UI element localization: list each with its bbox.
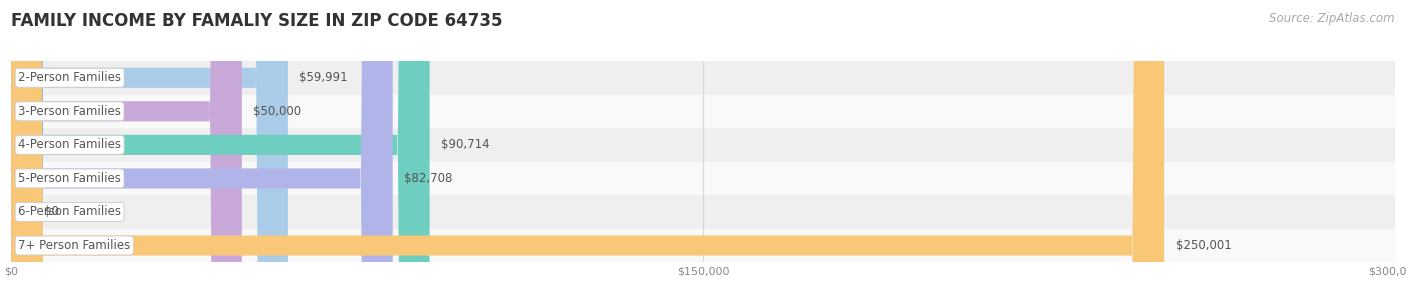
Text: 7+ Person Families: 7+ Person Families xyxy=(18,239,131,252)
Text: 3-Person Families: 3-Person Families xyxy=(18,105,121,118)
FancyBboxPatch shape xyxy=(11,0,34,305)
Text: 6-Person Families: 6-Person Families xyxy=(18,206,121,218)
FancyBboxPatch shape xyxy=(11,0,1164,305)
Text: Source: ZipAtlas.com: Source: ZipAtlas.com xyxy=(1270,12,1395,25)
FancyBboxPatch shape xyxy=(11,0,392,305)
Text: 2-Person Families: 2-Person Families xyxy=(18,71,121,84)
FancyBboxPatch shape xyxy=(11,195,1395,229)
FancyBboxPatch shape xyxy=(11,229,1395,262)
Text: $0: $0 xyxy=(44,206,59,218)
FancyBboxPatch shape xyxy=(11,0,430,305)
Text: FAMILY INCOME BY FAMALIY SIZE IN ZIP CODE 64735: FAMILY INCOME BY FAMALIY SIZE IN ZIP COD… xyxy=(11,12,503,30)
FancyBboxPatch shape xyxy=(11,61,1395,95)
Text: 5-Person Families: 5-Person Families xyxy=(18,172,121,185)
FancyBboxPatch shape xyxy=(11,0,288,305)
Text: $250,001: $250,001 xyxy=(1175,239,1232,252)
FancyBboxPatch shape xyxy=(11,128,1395,162)
Text: $90,714: $90,714 xyxy=(441,138,489,151)
FancyBboxPatch shape xyxy=(11,0,242,305)
FancyBboxPatch shape xyxy=(11,95,1395,128)
Text: $82,708: $82,708 xyxy=(404,172,453,185)
Text: $59,991: $59,991 xyxy=(299,71,349,84)
FancyBboxPatch shape xyxy=(11,162,1395,195)
Text: 4-Person Families: 4-Person Families xyxy=(18,138,121,151)
Text: $50,000: $50,000 xyxy=(253,105,301,118)
